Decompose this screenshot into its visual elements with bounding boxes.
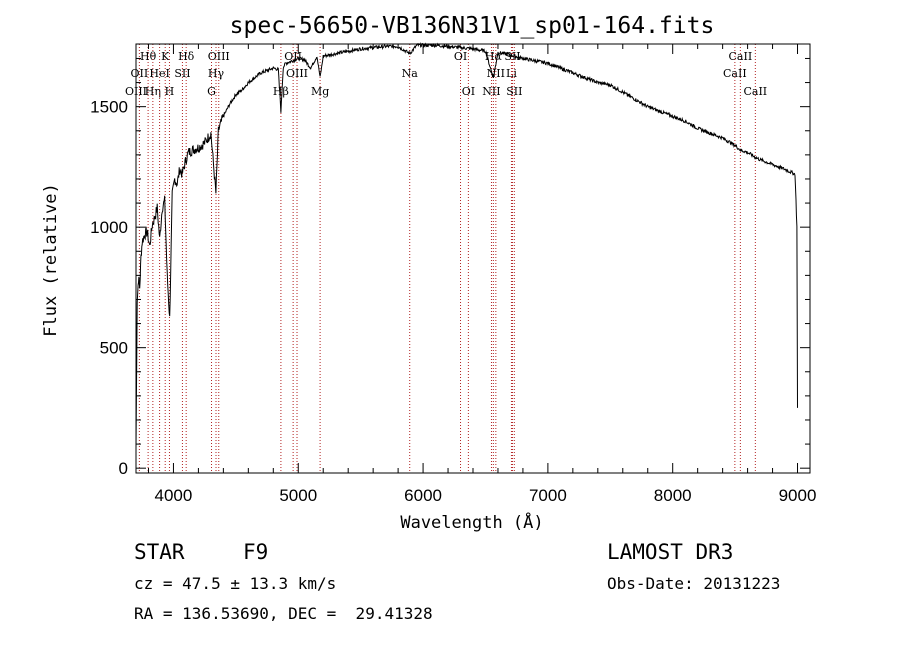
x-tick-label: 8000: [654, 486, 692, 505]
y-tick-label: 1000: [90, 218, 128, 237]
plot-frame: [135, 43, 811, 474]
redshift-text: cz = 47.5 ± 13.3 km/s: [134, 574, 337, 593]
line-label-26: CaII: [723, 67, 747, 80]
line-label-5: HeI: [149, 67, 169, 80]
line-label-6: H: [165, 85, 175, 98]
object-subclass: F9: [243, 540, 269, 564]
line-label-16: Na: [402, 67, 419, 80]
x-axis-label: Wavelength (Å): [400, 511, 543, 533]
line-label-0: Hθ: [140, 50, 157, 63]
axis-ticks-layer: 4000 5000 6000 7000 8000 9000 0 500 1000 1500: [90, 44, 816, 505]
line-label-27: CaII: [743, 85, 767, 98]
x-tick-label: 4000: [155, 486, 193, 505]
line-label-21: NII: [487, 67, 505, 80]
line-label-1: OII: [131, 67, 149, 80]
y-tick-label: 500: [100, 339, 128, 358]
line-label-17: OI: [454, 50, 467, 63]
line-label-24: SII: [506, 85, 522, 98]
line-label-25: CaII: [729, 50, 753, 63]
line-label-13: OIII: [286, 67, 308, 80]
line-label-8: Hδ: [178, 50, 195, 63]
y-axis-label: Flux (relative): [41, 183, 61, 337]
line-label-12: OII: [284, 50, 302, 63]
x-tick-label: 9000: [779, 486, 817, 505]
survey-name: LAMOST DR3: [607, 540, 734, 564]
line-label-10: Hγ: [208, 67, 225, 80]
x-tick-label: 6000: [404, 486, 442, 505]
x-tick-label: 5000: [279, 486, 317, 505]
line-label-14: Hβ: [273, 85, 289, 98]
spectrum-line: [135, 42, 798, 450]
chart-title: spec-56650-VB136N31V1_sp01-164.fits: [230, 13, 715, 39]
line-label-11: G: [207, 85, 216, 98]
line-label-18: OI: [462, 85, 475, 98]
object-class: STAR: [134, 540, 185, 564]
y-tick-label: 1500: [90, 98, 128, 117]
line-label-22: Li: [506, 67, 517, 80]
y-tick-label: 0: [119, 459, 128, 478]
obs-date: Obs-Date: 20131223: [607, 574, 781, 593]
x-tick-label: 7000: [529, 486, 567, 505]
coordinates: RA = 136.53690, DEC = 29.41328: [134, 604, 433, 623]
line-label-15: Mg: [311, 85, 329, 98]
line-label-9: OIII: [208, 50, 230, 63]
line-label-23: NII: [482, 85, 500, 98]
line-label-3: Hη: [145, 85, 161, 98]
line-label-7: SII: [174, 67, 190, 80]
line-label-4: K: [161, 50, 170, 63]
